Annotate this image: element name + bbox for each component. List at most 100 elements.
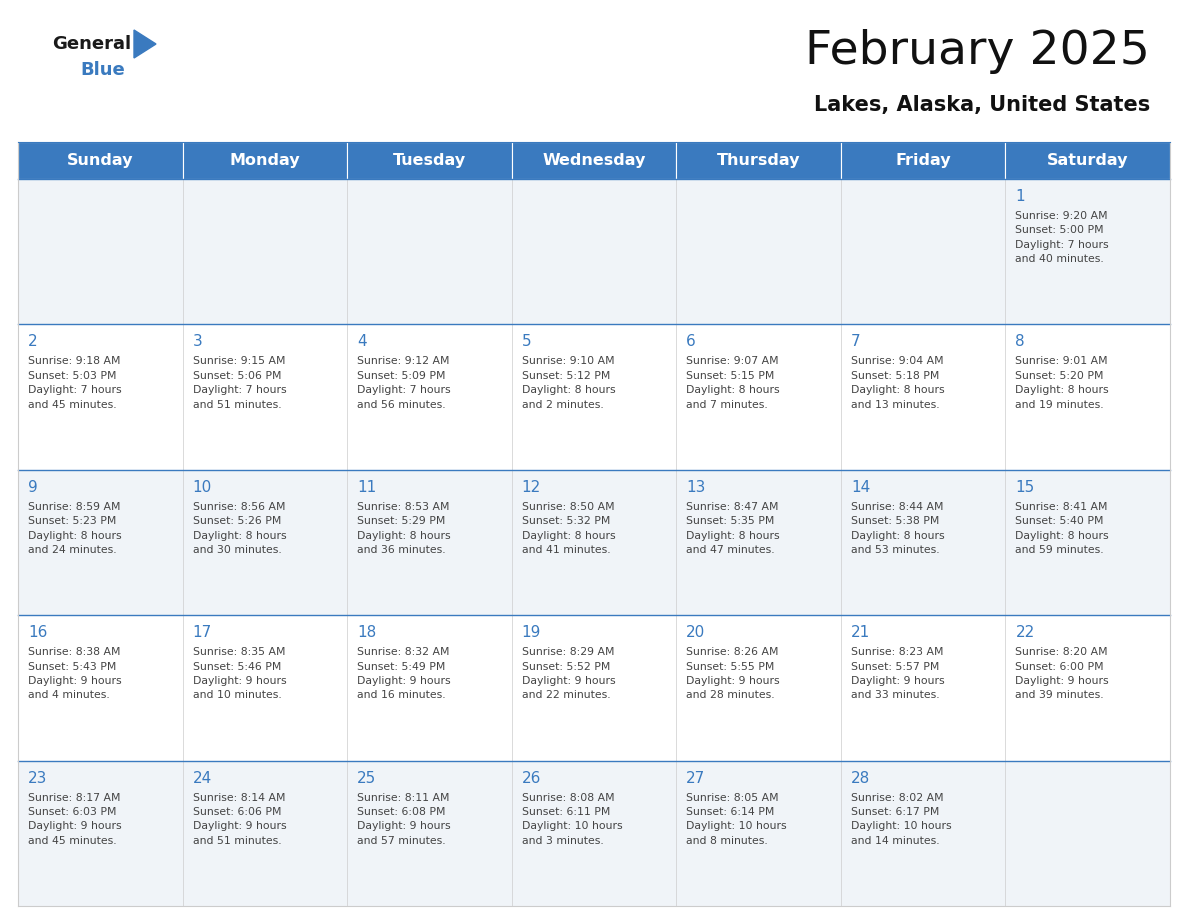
Text: 7: 7 — [851, 334, 860, 350]
Text: 9: 9 — [29, 480, 38, 495]
Text: 18: 18 — [358, 625, 377, 640]
Text: Sunrise: 9:20 AM
Sunset: 5:00 PM
Daylight: 7 hours
and 40 minutes.: Sunrise: 9:20 AM Sunset: 5:00 PM Dayligh… — [1016, 211, 1110, 264]
Text: 24: 24 — [192, 770, 211, 786]
Text: Sunrise: 8:05 AM
Sunset: 6:14 PM
Daylight: 10 hours
and 8 minutes.: Sunrise: 8:05 AM Sunset: 6:14 PM Dayligh… — [687, 792, 786, 845]
Text: Tuesday: Tuesday — [393, 153, 466, 168]
Text: Monday: Monday — [229, 153, 301, 168]
Text: Sunrise: 8:20 AM
Sunset: 6:00 PM
Daylight: 9 hours
and 39 minutes.: Sunrise: 8:20 AM Sunset: 6:00 PM Dayligh… — [1016, 647, 1110, 700]
Text: 21: 21 — [851, 625, 870, 640]
Bar — [1005, 615, 1170, 761]
Text: Sunrise: 8:08 AM
Sunset: 6:11 PM
Daylight: 10 hours
and 3 minutes.: Sunrise: 8:08 AM Sunset: 6:11 PM Dayligh… — [522, 792, 623, 845]
Text: 14: 14 — [851, 480, 870, 495]
Text: Sunrise: 9:07 AM
Sunset: 5:15 PM
Daylight: 8 hours
and 7 minutes.: Sunrise: 9:07 AM Sunset: 5:15 PM Dayligh… — [687, 356, 779, 409]
Text: Sunrise: 8:11 AM
Sunset: 6:08 PM
Daylight: 9 hours
and 57 minutes.: Sunrise: 8:11 AM Sunset: 6:08 PM Dayligh… — [358, 792, 450, 845]
Text: Sunrise: 8:17 AM
Sunset: 6:03 PM
Daylight: 9 hours
and 45 minutes.: Sunrise: 8:17 AM Sunset: 6:03 PM Dayligh… — [29, 792, 121, 845]
Text: 17: 17 — [192, 625, 211, 640]
Text: Friday: Friday — [896, 153, 950, 168]
Bar — [18, 761, 183, 906]
Bar — [1005, 761, 1170, 906]
Bar — [183, 142, 347, 179]
Text: 16: 16 — [29, 625, 48, 640]
Text: 19: 19 — [522, 625, 541, 640]
Bar — [1005, 142, 1170, 179]
Text: Sunrise: 8:47 AM
Sunset: 5:35 PM
Daylight: 8 hours
and 47 minutes.: Sunrise: 8:47 AM Sunset: 5:35 PM Dayligh… — [687, 502, 779, 555]
Text: Sunrise: 9:15 AM
Sunset: 5:06 PM
Daylight: 7 hours
and 51 minutes.: Sunrise: 9:15 AM Sunset: 5:06 PM Dayligh… — [192, 356, 286, 409]
Text: 2: 2 — [29, 334, 38, 350]
Bar — [676, 761, 841, 906]
Bar — [1005, 179, 1170, 324]
Text: 8: 8 — [1016, 334, 1025, 350]
Text: Wednesday: Wednesday — [542, 153, 646, 168]
Bar — [841, 142, 1005, 179]
Text: 22: 22 — [1016, 625, 1035, 640]
Text: Sunrise: 8:59 AM
Sunset: 5:23 PM
Daylight: 8 hours
and 24 minutes.: Sunrise: 8:59 AM Sunset: 5:23 PM Dayligh… — [29, 502, 121, 555]
Bar — [676, 179, 841, 324]
Text: Lakes, Alaska, United States: Lakes, Alaska, United States — [814, 95, 1150, 115]
Text: Sunrise: 8:26 AM
Sunset: 5:55 PM
Daylight: 9 hours
and 28 minutes.: Sunrise: 8:26 AM Sunset: 5:55 PM Dayligh… — [687, 647, 779, 700]
Text: Sunrise: 8:14 AM
Sunset: 6:06 PM
Daylight: 9 hours
and 51 minutes.: Sunrise: 8:14 AM Sunset: 6:06 PM Dayligh… — [192, 792, 286, 845]
Text: Sunrise: 8:38 AM
Sunset: 5:43 PM
Daylight: 9 hours
and 4 minutes.: Sunrise: 8:38 AM Sunset: 5:43 PM Dayligh… — [29, 647, 121, 700]
Bar — [183, 324, 347, 470]
Bar — [512, 761, 676, 906]
Text: Sunrise: 9:04 AM
Sunset: 5:18 PM
Daylight: 8 hours
and 13 minutes.: Sunrise: 9:04 AM Sunset: 5:18 PM Dayligh… — [851, 356, 944, 409]
Bar — [347, 761, 512, 906]
Bar — [841, 324, 1005, 470]
Bar — [347, 470, 512, 615]
Bar — [347, 324, 512, 470]
Bar — [18, 142, 183, 179]
Text: Sunrise: 8:53 AM
Sunset: 5:29 PM
Daylight: 8 hours
and 36 minutes.: Sunrise: 8:53 AM Sunset: 5:29 PM Dayligh… — [358, 502, 450, 555]
Text: Sunrise: 8:02 AM
Sunset: 6:17 PM
Daylight: 10 hours
and 14 minutes.: Sunrise: 8:02 AM Sunset: 6:17 PM Dayligh… — [851, 792, 952, 845]
Bar — [512, 142, 676, 179]
Text: 20: 20 — [687, 625, 706, 640]
Bar — [841, 470, 1005, 615]
Text: 13: 13 — [687, 480, 706, 495]
Text: Sunrise: 8:56 AM
Sunset: 5:26 PM
Daylight: 8 hours
and 30 minutes.: Sunrise: 8:56 AM Sunset: 5:26 PM Dayligh… — [192, 502, 286, 555]
Bar — [1005, 324, 1170, 470]
Text: 28: 28 — [851, 770, 870, 786]
Text: 4: 4 — [358, 334, 367, 350]
Text: Sunrise: 9:01 AM
Sunset: 5:20 PM
Daylight: 8 hours
and 19 minutes.: Sunrise: 9:01 AM Sunset: 5:20 PM Dayligh… — [1016, 356, 1110, 409]
Bar — [18, 324, 183, 470]
Bar — [676, 470, 841, 615]
Text: 26: 26 — [522, 770, 541, 786]
Text: General: General — [52, 35, 131, 53]
Bar — [841, 179, 1005, 324]
Bar — [183, 470, 347, 615]
Text: February 2025: February 2025 — [805, 29, 1150, 74]
Text: Saturday: Saturday — [1047, 153, 1129, 168]
Text: Sunrise: 8:41 AM
Sunset: 5:40 PM
Daylight: 8 hours
and 59 minutes.: Sunrise: 8:41 AM Sunset: 5:40 PM Dayligh… — [1016, 502, 1110, 555]
Bar — [676, 324, 841, 470]
Text: Sunrise: 9:18 AM
Sunset: 5:03 PM
Daylight: 7 hours
and 45 minutes.: Sunrise: 9:18 AM Sunset: 5:03 PM Dayligh… — [29, 356, 121, 409]
Text: Sunrise: 9:10 AM
Sunset: 5:12 PM
Daylight: 8 hours
and 2 minutes.: Sunrise: 9:10 AM Sunset: 5:12 PM Dayligh… — [522, 356, 615, 409]
Text: 10: 10 — [192, 480, 211, 495]
Bar — [18, 470, 183, 615]
Bar — [676, 615, 841, 761]
Polygon shape — [134, 30, 156, 58]
Bar — [512, 470, 676, 615]
Bar — [183, 179, 347, 324]
Bar — [347, 179, 512, 324]
Text: Thursday: Thursday — [716, 153, 801, 168]
Bar — [1005, 470, 1170, 615]
Bar — [841, 761, 1005, 906]
Bar — [183, 615, 347, 761]
Bar — [841, 615, 1005, 761]
Text: Sunrise: 8:23 AM
Sunset: 5:57 PM
Daylight: 9 hours
and 33 minutes.: Sunrise: 8:23 AM Sunset: 5:57 PM Dayligh… — [851, 647, 944, 700]
Bar — [512, 615, 676, 761]
Text: 5: 5 — [522, 334, 531, 350]
Text: 12: 12 — [522, 480, 541, 495]
Text: Blue: Blue — [80, 61, 125, 79]
Bar — [512, 324, 676, 470]
Bar — [183, 761, 347, 906]
Text: 1: 1 — [1016, 189, 1025, 204]
Text: Sunrise: 8:35 AM
Sunset: 5:46 PM
Daylight: 9 hours
and 10 minutes.: Sunrise: 8:35 AM Sunset: 5:46 PM Dayligh… — [192, 647, 286, 700]
Text: 15: 15 — [1016, 480, 1035, 495]
Text: Sunrise: 8:32 AM
Sunset: 5:49 PM
Daylight: 9 hours
and 16 minutes.: Sunrise: 8:32 AM Sunset: 5:49 PM Dayligh… — [358, 647, 450, 700]
Text: Sunrise: 8:50 AM
Sunset: 5:32 PM
Daylight: 8 hours
and 41 minutes.: Sunrise: 8:50 AM Sunset: 5:32 PM Dayligh… — [522, 502, 615, 555]
Bar — [347, 142, 512, 179]
Text: Sunrise: 9:12 AM
Sunset: 5:09 PM
Daylight: 7 hours
and 56 minutes.: Sunrise: 9:12 AM Sunset: 5:09 PM Dayligh… — [358, 356, 450, 409]
Bar — [676, 142, 841, 179]
Text: 3: 3 — [192, 334, 202, 350]
Text: Sunrise: 8:44 AM
Sunset: 5:38 PM
Daylight: 8 hours
and 53 minutes.: Sunrise: 8:44 AM Sunset: 5:38 PM Dayligh… — [851, 502, 944, 555]
Bar — [512, 179, 676, 324]
